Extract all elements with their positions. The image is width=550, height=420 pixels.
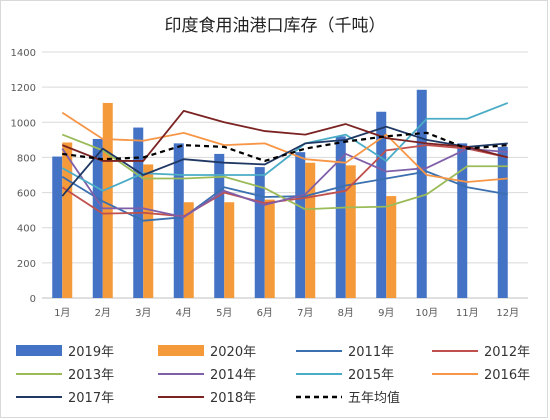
- x-tick-label: 2月: [95, 307, 111, 319]
- y-tick-label: 1400: [11, 48, 36, 59]
- bar-2019年: [254, 167, 265, 298]
- legend-label: 2014年: [210, 368, 256, 383]
- legend-label: 2017年: [68, 391, 114, 406]
- legend-label: 2018年: [210, 391, 256, 406]
- line-2015年: [61, 102, 509, 192]
- bar-2019年: [335, 136, 346, 298]
- line-layer: [61, 102, 509, 222]
- bar-2019年: [416, 89, 427, 299]
- legend: 2019年 2020年 2011年 2012年 2013年 2014年 2015年 2016年…: [16, 345, 530, 406]
- legend-label: 2019年: [68, 345, 114, 360]
- y-tick-label: 200: [17, 259, 36, 270]
- y-tick-label: 800: [17, 153, 36, 164]
- x-tick-label: 3月: [135, 307, 151, 319]
- bar-2019年: [376, 111, 387, 298]
- x-tick-label: 8月: [338, 307, 354, 319]
- line-2011年: [61, 170, 508, 222]
- bar-2020年: [224, 202, 235, 298]
- y-tick-label: 400: [17, 224, 36, 235]
- x-tick-label: 11月: [456, 307, 479, 319]
- chart-title: 印度食用油港口库存（千吨）: [165, 16, 386, 36]
- bar-2019年: [214, 153, 225, 298]
- axis-layer: 0 200 400 600 800 1000 1200 1400 1月 2月 3月 4月 5月 6月 7月 8…: [11, 48, 520, 319]
- x-tick-label: 12月: [496, 307, 519, 319]
- line-2014年: [61, 147, 508, 219]
- legend-label: 2011年: [348, 345, 394, 360]
- bar-2019年: [92, 138, 103, 298]
- legend-label: 2016年: [484, 368, 530, 383]
- legend-swatch: [16, 345, 62, 356]
- x-tick-label: 5月: [216, 307, 232, 319]
- bar-2020年: [102, 102, 113, 298]
- bar-2020年: [183, 202, 194, 298]
- legend-label: 2020年: [210, 345, 256, 360]
- bar-2019年: [173, 143, 184, 298]
- y-tick-label: 1200: [11, 83, 36, 94]
- legend-label: 五年均值: [348, 390, 400, 406]
- bar-2019年: [295, 152, 306, 298]
- bar-2020年: [143, 164, 154, 298]
- bar-2019年: [52, 156, 63, 298]
- line-2018年: [61, 109, 508, 162]
- bar-2020年: [264, 199, 275, 298]
- bar-2020年: [62, 142, 73, 298]
- x-tick-label: 9月: [378, 307, 394, 319]
- legend-swatch: [158, 345, 204, 356]
- line-2016年: [61, 111, 508, 183]
- x-tick-label: 1月: [54, 307, 70, 319]
- legend-label: 2015年: [348, 368, 394, 383]
- y-tick-label: 0: [30, 294, 36, 305]
- legend-label: 2012年: [484, 345, 530, 360]
- bar-2019年: [457, 143, 468, 298]
- line-五年均值: [62, 131, 508, 163]
- bar-2020年: [305, 162, 316, 298]
- x-tick-label: 7月: [297, 307, 313, 319]
- bar-2020年: [386, 196, 397, 298]
- bar-2019年: [497, 146, 508, 298]
- x-tick-label: 4月: [176, 307, 192, 319]
- legend-label: 2013年: [68, 368, 114, 383]
- x-tick-label: 10月: [415, 307, 438, 319]
- y-tick-label: 600: [17, 189, 36, 200]
- bar-2020年: [345, 165, 356, 298]
- y-tick-label: 1000: [11, 118, 36, 129]
- x-tick-label: 6月: [257, 307, 273, 319]
- bar-layer: [52, 89, 508, 299]
